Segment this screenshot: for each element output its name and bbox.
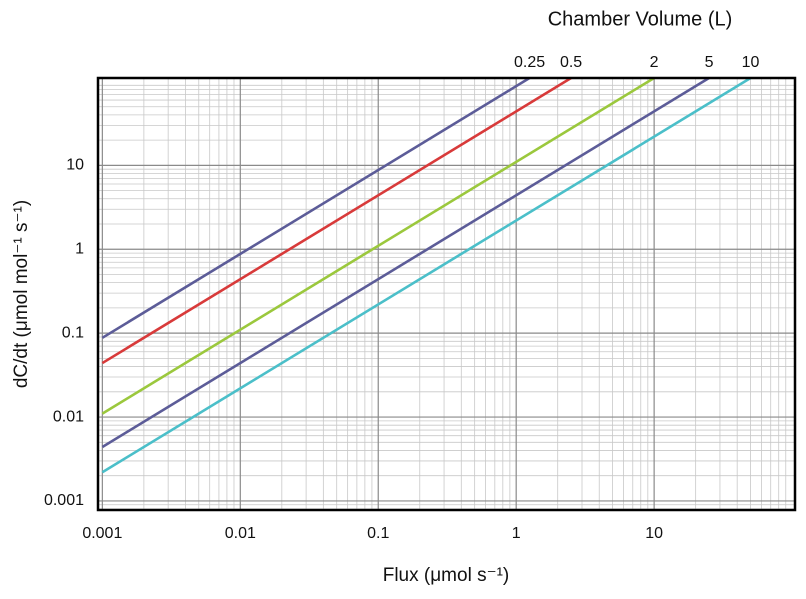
series-label: 0.25 xyxy=(514,54,545,71)
y-tick-label: 0.001 xyxy=(44,492,84,509)
y-tick-label: 0.01 xyxy=(53,408,84,425)
y-tick-label: 1 xyxy=(75,240,84,257)
series-line xyxy=(101,76,752,474)
x-tick-label: 1 xyxy=(512,525,521,542)
plot-frame xyxy=(96,76,797,512)
chart-title: Chamber Volume (L) xyxy=(548,8,733,30)
y-axis-title: dC/dt (μmol mol⁻¹ s⁻¹) xyxy=(11,200,32,388)
x-tick-label: 10 xyxy=(645,525,663,542)
series-label: 0.5 xyxy=(560,54,582,71)
y-tick-label: 0.1 xyxy=(62,324,84,341)
x-tick-label: 0.1 xyxy=(367,525,389,542)
series-line xyxy=(101,76,655,415)
x-axis-title: Flux (μmol s⁻¹) xyxy=(383,565,510,586)
series-line xyxy=(101,76,531,339)
x-tick-label: 0.001 xyxy=(82,525,122,542)
series-label: 5 xyxy=(705,54,714,71)
series-label: 10 xyxy=(742,54,760,71)
y-tick-label: 10 xyxy=(66,157,84,174)
series-label: 2 xyxy=(650,54,659,71)
series-line xyxy=(101,76,710,449)
x-tick-label: 0.01 xyxy=(225,525,256,542)
series-line xyxy=(101,76,572,365)
